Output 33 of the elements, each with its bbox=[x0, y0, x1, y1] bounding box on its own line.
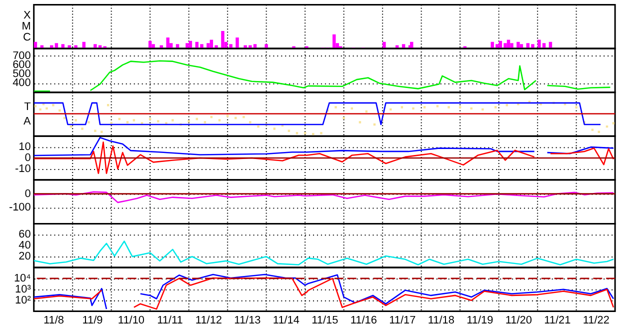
x-tick-label: 11/13 bbox=[234, 314, 261, 327]
text: T bbox=[24, 100, 32, 113]
text: M bbox=[22, 20, 31, 33]
x-tick-label: 11/21 bbox=[544, 314, 571, 327]
x-tick-label: 11/16 bbox=[350, 314, 377, 327]
text: X bbox=[24, 10, 32, 22]
x-tick-label: 11/18 bbox=[428, 314, 454, 327]
y-tick-label: -10 bbox=[15, 162, 31, 175]
text: C bbox=[22, 32, 31, 44]
y-tick-label: 0 bbox=[24, 188, 31, 200]
y-tick-label: 10³ bbox=[15, 283, 32, 296]
x-tick-label: 11/22 bbox=[582, 314, 610, 327]
y-tick-label: 10 bbox=[18, 141, 31, 154]
x-tick-label: 11/14 bbox=[272, 314, 300, 327]
y-tick-label: 0 bbox=[24, 152, 31, 164]
text: A bbox=[24, 116, 32, 128]
x-tick-label: 11/15 bbox=[312, 314, 338, 327]
x-tick-label: 11/10 bbox=[118, 314, 144, 327]
y-tick-label: 10² bbox=[15, 294, 32, 306]
x-tick-label: 11/19 bbox=[466, 314, 494, 327]
y-tick-label: 400 bbox=[12, 77, 31, 90]
x-tick-label: 11/12 bbox=[195, 314, 222, 327]
y-tick-label: 60 bbox=[18, 228, 31, 241]
y-tick-label: -100 bbox=[8, 202, 31, 214]
x-tick-label: 11/8 bbox=[43, 314, 64, 327]
x-tick-label: 11/20 bbox=[505, 314, 532, 327]
y-tick-label: 20 bbox=[18, 250, 31, 263]
y-tick-label: 600 bbox=[12, 58, 31, 71]
x-tick-label: 11/17 bbox=[389, 314, 416, 327]
y-tick-label: 10⁴ bbox=[14, 272, 32, 284]
y-tick-label: 40 bbox=[18, 240, 31, 252]
x-tick-label: 11/11 bbox=[157, 314, 183, 327]
x-tick-label: 11/9 bbox=[82, 314, 103, 327]
